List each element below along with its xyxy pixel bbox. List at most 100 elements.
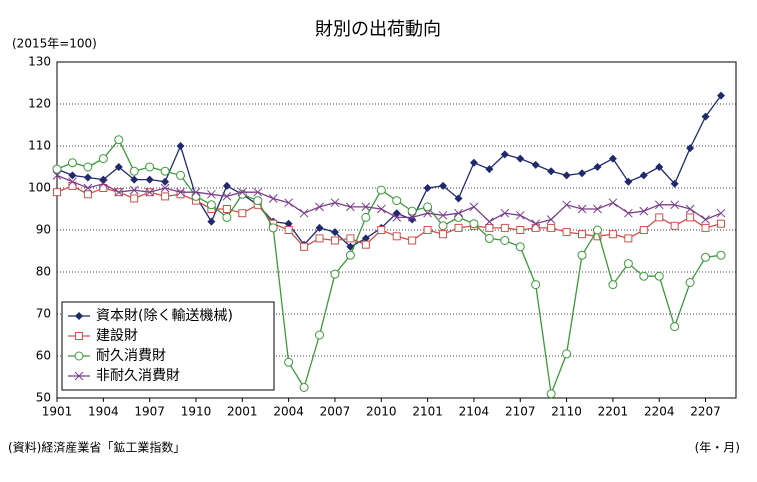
marker	[608, 198, 618, 208]
marker	[83, 183, 93, 193]
series	[53, 181, 725, 251]
series	[53, 91, 725, 251]
marker	[176, 187, 185, 197]
marker	[454, 194, 463, 203]
marker	[129, 185, 139, 195]
marker	[485, 217, 494, 226]
x-tick-label: 2007	[320, 405, 351, 419]
marker	[577, 204, 587, 214]
marker	[531, 280, 541, 290]
marker	[299, 208, 309, 218]
y-tick-label: 80	[36, 265, 51, 279]
x-tick-label: 2004	[273, 405, 304, 419]
marker	[454, 223, 463, 232]
marker	[500, 223, 509, 232]
marker	[686, 213, 695, 222]
y-tick-label: 90	[36, 223, 51, 237]
marker	[299, 383, 309, 392]
marker	[654, 271, 664, 281]
marker	[624, 177, 633, 186]
marker	[639, 226, 648, 234]
marker	[608, 230, 617, 239]
marker	[74, 351, 84, 361]
marker	[145, 175, 154, 184]
marker	[701, 223, 710, 232]
marker	[361, 212, 371, 222]
marker	[469, 158, 478, 167]
y-tick-label: 120	[28, 97, 51, 111]
marker	[83, 173, 92, 182]
marker	[315, 202, 324, 212]
marker	[407, 206, 417, 216]
marker	[701, 252, 711, 262]
marker	[578, 230, 587, 239]
marker	[453, 212, 463, 222]
series-line	[56, 95, 722, 248]
marker	[392, 213, 402, 222]
x-tick-label: 1907	[134, 405, 165, 419]
marker	[562, 228, 571, 237]
marker	[608, 280, 618, 290]
x-tick-label: 1910	[181, 405, 212, 419]
plot-frame	[56, 61, 737, 399]
marker	[670, 179, 679, 188]
marker	[547, 223, 556, 232]
marker	[237, 187, 247, 197]
marker	[500, 150, 509, 159]
marker	[377, 226, 386, 234]
marker	[516, 154, 525, 163]
marker	[547, 167, 556, 176]
marker	[485, 165, 494, 174]
x-tick-label: 1904	[88, 405, 119, 419]
marker	[284, 357, 294, 367]
marker	[268, 223, 278, 233]
y-tick-label: 130	[28, 55, 51, 69]
marker	[685, 204, 695, 214]
marker	[315, 223, 324, 232]
marker	[717, 91, 725, 100]
chart-title: 財別の出荷動向	[315, 19, 441, 40]
marker	[423, 208, 432, 218]
marker	[145, 187, 155, 197]
y-tick-label: 100	[28, 181, 51, 195]
marker	[83, 162, 93, 172]
marker	[717, 219, 725, 228]
marker	[330, 269, 340, 279]
marker	[130, 194, 139, 203]
marker	[98, 154, 108, 164]
marker	[222, 212, 232, 222]
marker	[655, 163, 664, 171]
marker	[408, 236, 417, 245]
marker	[98, 179, 108, 189]
marker	[500, 236, 510, 245]
marker	[546, 389, 556, 399]
marker	[330, 236, 339, 245]
marker	[330, 198, 340, 208]
marker	[52, 171, 62, 180]
marker	[686, 144, 695, 153]
x-tick-label: 2107	[505, 405, 536, 419]
marker	[68, 177, 77, 187]
marker	[161, 192, 170, 201]
marker	[284, 226, 293, 234]
marker	[75, 312, 83, 320]
marker	[423, 202, 433, 212]
marker	[439, 230, 448, 239]
legend-box	[61, 301, 275, 391]
marker	[515, 242, 525, 252]
marker	[639, 171, 648, 180]
marker	[578, 169, 587, 178]
marker	[361, 234, 370, 243]
marker	[469, 202, 479, 212]
legend-label: 非耐久消費財	[96, 368, 180, 384]
series	[52, 171, 726, 229]
marker	[577, 250, 587, 260]
marker	[114, 135, 124, 145]
marker	[376, 185, 386, 195]
marker	[114, 187, 124, 197]
marker	[685, 278, 695, 287]
marker	[176, 190, 185, 199]
marker	[191, 187, 201, 197]
marker	[315, 234, 324, 243]
